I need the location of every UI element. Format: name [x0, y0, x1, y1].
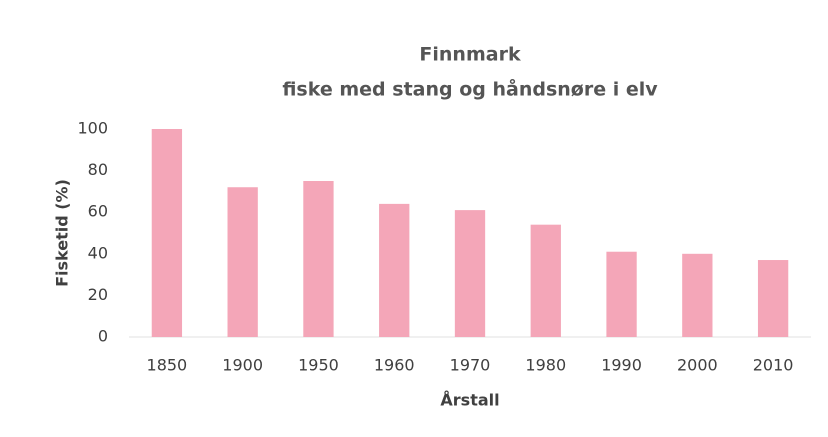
x-tick-label: 1850 — [147, 356, 188, 375]
bar — [757, 260, 789, 337]
x-tick-label: 1950 — [298, 356, 339, 375]
x-tick-label: 1900 — [222, 356, 263, 375]
bar — [454, 210, 486, 337]
bar — [606, 251, 637, 337]
chart-title: Finnmark — [419, 44, 521, 66]
x-tick-label: 1990 — [601, 356, 642, 375]
x-axis-title: Årstall — [440, 391, 499, 410]
y-tick-label: 60 — [88, 202, 108, 221]
bar — [151, 129, 183, 337]
chart-subtitle: fiske med stang og håndsnøre i elv — [282, 77, 658, 101]
x-tick-label: 2000 — [677, 356, 718, 375]
x-tick-label: 1960 — [374, 356, 415, 375]
y-tick-label: 20 — [88, 285, 108, 304]
bar — [379, 203, 410, 337]
bar — [682, 253, 713, 337]
x-tick-label: 1970 — [450, 356, 491, 375]
x-tick-label: 1980 — [525, 356, 566, 375]
y-tick-label: 0 — [98, 327, 108, 346]
x-tick-label: 2010 — [753, 356, 794, 375]
bar — [227, 187, 258, 337]
bar — [530, 224, 561, 337]
bar — [303, 181, 334, 337]
y-tick-label: 100 — [77, 119, 108, 138]
y-tick-label: 40 — [88, 243, 108, 262]
y-axis-title: Fisketid (%) — [53, 179, 72, 287]
y-tick-label: 80 — [88, 160, 108, 179]
